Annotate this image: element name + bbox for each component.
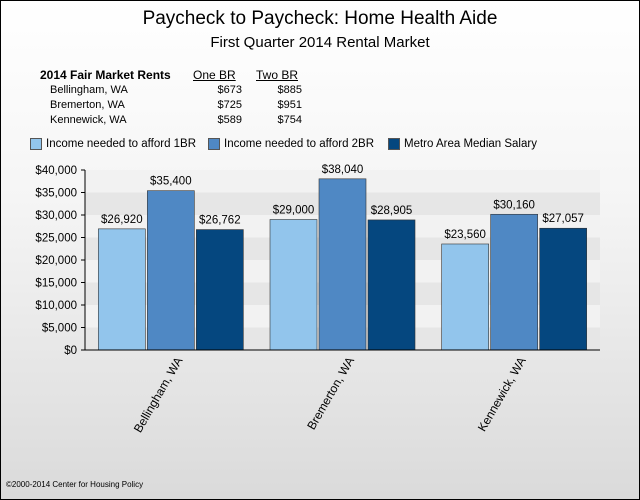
y-tick-label: $20,000 (35, 255, 77, 267)
legend-swatch-2br (208, 138, 220, 150)
bar (318, 178, 367, 351)
chart-subtitle: First Quarter 2014 Rental Market (210, 34, 430, 51)
bar (147, 190, 195, 351)
fmr-city: Kennewick, WA (50, 114, 127, 126)
bar (98, 228, 146, 351)
fmr-col-two-br: Two BR (256, 68, 299, 82)
y-tick-label: $10,000 (35, 300, 77, 312)
x-category-label: Kennewick, WA (475, 355, 529, 434)
legend-item: Income needed to afford 2BR (208, 138, 374, 150)
bar (490, 213, 538, 351)
fmr-row: Kennewick, WA $589 $754 (40, 114, 310, 129)
fmr-two-br-value: $885 (277, 84, 302, 96)
data-label: $26,920 (101, 214, 143, 226)
data-label: $28,905 (371, 205, 413, 217)
fmr-two-br-value: $754 (277, 114, 302, 126)
y-tick-label: $15,000 (35, 278, 77, 290)
bar (196, 229, 244, 351)
data-label: $30,160 (493, 199, 535, 211)
data-label: $26,762 (199, 215, 241, 227)
legend-label: Income needed to afford 2BR (224, 138, 375, 150)
data-label: $38,040 (322, 164, 364, 176)
legend-swatch-median (388, 138, 400, 150)
y-tick-label: $5,000 (42, 323, 77, 335)
data-label: $27,057 (542, 213, 584, 225)
fmr-row: Bremerton, WA $725 $951 (40, 99, 310, 114)
bar (539, 227, 587, 351)
fmr-heading: 2014 Fair Market Rents (40, 68, 171, 82)
fmr-city: Bellingham, WA (50, 84, 128, 96)
legend-label: Income needed to afford 1BR (46, 138, 197, 150)
fmr-city: Bremerton, WA (50, 99, 125, 111)
y-tick-label: $35,000 (35, 188, 77, 200)
fmr-one-br-value: $673 (217, 84, 242, 96)
legend-swatch-1br (30, 138, 42, 150)
fmr-one-br-value: $589 (217, 114, 242, 126)
x-category-label: Bellingham, WA (131, 355, 186, 436)
copyright-notice: ©2000-2014 Center for Housing Policy (6, 480, 144, 489)
y-tick-label: $40,000 (35, 165, 77, 177)
bar (367, 219, 416, 351)
y-tick-label: $30,000 (35, 210, 77, 222)
chart-title: Paycheck to Paycheck: Home Health Aide (142, 8, 498, 29)
bar (269, 219, 318, 351)
legend-label: Metro Area Median Salary (404, 138, 537, 150)
data-label: $23,560 (444, 229, 486, 241)
bar (441, 243, 489, 351)
y-tick-label: $25,000 (35, 233, 77, 245)
fmr-col-one-br: One BR (193, 68, 236, 82)
legend-item: Metro Area Median Salary (388, 138, 537, 150)
data-label: $29,000 (273, 205, 315, 217)
fmr-one-br-value: $725 (217, 99, 242, 111)
fmr-row: Bellingham, WA $673 $885 (40, 84, 310, 99)
legend-item: Income needed to afford 1BR (30, 138, 196, 150)
x-category-label: Bremerton, WA (304, 355, 357, 433)
fmr-two-br-value: $951 (277, 99, 302, 111)
data-label: $35,400 (150, 176, 192, 188)
y-tick-label: $0 (64, 345, 77, 357)
